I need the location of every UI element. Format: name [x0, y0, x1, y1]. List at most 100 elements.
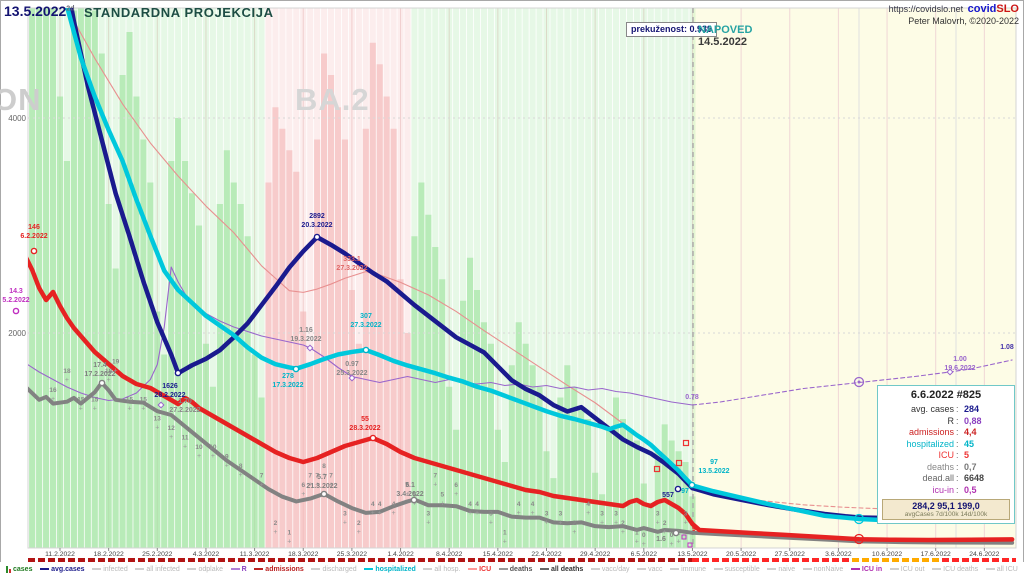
annotation-point-marker — [688, 481, 696, 489]
info-row-value: 0,7 — [964, 461, 977, 472]
legend-item-odplake[interactable]: odplake — [187, 566, 223, 573]
legend-item-label: susceptible — [724, 565, 760, 573]
legend-item-avg-cases[interactable]: avg.cases — [40, 566, 85, 573]
annotation-point-marker — [30, 247, 38, 255]
plus-marker: + — [600, 520, 604, 527]
legend-item-hospitalized[interactable]: hospitalized — [364, 566, 416, 573]
death-count-label: 9 — [225, 454, 229, 461]
death-count-label: 12 — [168, 425, 176, 432]
site-url-link[interactable]: https://covidslo.net — [888, 4, 964, 14]
legend-item-label: odplake — [198, 565, 223, 573]
forecast-ring-marker — [853, 513, 865, 525]
legend-item-label: ICU — [479, 565, 492, 573]
chart-canvas[interactable]: 16+18+15+15+18+19+15+15+13+ 12+ 11+ 10+10+ 9… — [0, 0, 1024, 562]
day-column — [578, 8, 585, 548]
plus-marker: + — [107, 377, 111, 384]
legend-line-icon — [187, 568, 197, 570]
day-column — [439, 8, 446, 548]
legend-item-all-deaths[interactable]: all deaths — [539, 566, 583, 573]
death-count-label: 3 — [559, 511, 563, 518]
legend-line-icon — [637, 568, 647, 570]
legend-item-icu-in[interactable]: ICU in — [850, 566, 882, 573]
y-axis-tick-label: 4000 — [8, 114, 26, 123]
legend-item-r[interactable]: R — [230, 566, 247, 573]
plus-marker: + — [308, 482, 312, 489]
legend-item-nonnaive[interactable]: nonNaive — [802, 566, 843, 573]
all-hosp-line — [66, 8, 694, 489]
day-column — [480, 8, 488, 548]
annotation-label: 17.4 — [93, 362, 107, 369]
plus-marker: + — [440, 501, 444, 508]
legend-line-icon — [364, 568, 374, 570]
cases-bar — [230, 182, 237, 548]
info-row-label: R — [947, 415, 955, 426]
legend-line-icon — [767, 568, 777, 570]
info-row-colon: : — [956, 404, 959, 414]
cases-bar — [439, 279, 446, 548]
legend-line-icon — [539, 568, 549, 570]
death-count-label: 4 — [475, 501, 479, 508]
x-axis-tick-label: 8.4.2022 — [436, 551, 463, 558]
chart-legend: cases avg.cases infected all infected odplak… — [0, 562, 1024, 576]
plus-marker: + — [260, 482, 264, 489]
legend-item-deaths[interactable]: deaths — [498, 566, 532, 573]
cases-bar — [626, 429, 633, 548]
legend-item-infected[interactable]: infected — [92, 566, 128, 573]
legend-item-naive[interactable]: naive — [767, 566, 795, 573]
plus-marker: + — [301, 491, 305, 498]
legend-item-icu-out[interactable]: ICU out — [889, 566, 925, 573]
day-column — [550, 8, 557, 548]
chart-date-note: 2d — [66, 5, 75, 13]
forecast-ring-dot — [857, 517, 861, 521]
death-count-label: 1 — [288, 530, 292, 537]
legend-item-label: admissions — [265, 565, 304, 573]
day-column — [668, 8, 675, 548]
legend-item-vacc-day[interactable]: vacc/day — [590, 566, 630, 573]
day-column — [605, 8, 613, 548]
annotation-point-marker — [292, 365, 300, 373]
cases-bar — [383, 96, 390, 548]
legend-item-immune[interactable]: immune — [670, 566, 706, 573]
day-column — [446, 8, 453, 548]
annotation-label: 1.00 — [953, 356, 967, 363]
legend-item-cases[interactable]: cases — [6, 565, 32, 573]
day-column — [626, 8, 633, 548]
legend-item-all-infected[interactable]: all infected — [135, 566, 180, 573]
admissions-forecast-line — [690, 521, 1015, 543]
legend-item-discharged[interactable]: discharged — [311, 566, 357, 573]
legend-item-admissions[interactable]: admissions — [254, 566, 304, 573]
plus-marker: + — [93, 406, 97, 413]
annotation-label: 5.7 — [317, 474, 327, 481]
legend-item-icu-deaths[interactable]: ICU deaths — [932, 566, 978, 573]
annotation-point-marker — [174, 369, 182, 377]
cases-bar — [647, 502, 654, 548]
cases-bar — [453, 429, 460, 548]
plus-marker: + — [343, 520, 347, 527]
legend-item-susceptible[interactable]: susceptible — [713, 565, 760, 573]
cases-bar — [244, 236, 251, 548]
day-column — [202, 8, 210, 548]
plot-border — [27, 7, 1017, 549]
annotation-label: 1.16 — [299, 327, 313, 334]
death-count-label: 3 — [656, 511, 660, 518]
legend-line-icon — [850, 568, 860, 570]
cases-bar — [182, 161, 189, 548]
death-count-label: 13 — [154, 416, 162, 423]
day-column — [564, 8, 571, 548]
legend-item-all-icu[interactable]: all ICU — [985, 566, 1018, 573]
cases-bar — [119, 75, 126, 548]
death-count-label: 5 — [413, 492, 417, 499]
info-row-label: dead.all — [922, 473, 954, 483]
legend-line-icon — [985, 568, 995, 570]
legend-item-vacc[interactable]: vacc — [637, 566, 663, 573]
cases-bar — [605, 429, 613, 548]
legend-item-all-hosp-[interactable]: all hosp. — [423, 566, 460, 573]
day-column — [661, 8, 668, 548]
plus-marker: + — [433, 482, 437, 489]
day-column — [515, 8, 522, 548]
death-count-label: 15 — [126, 397, 134, 404]
cases-bar — [140, 139, 147, 548]
death-count-label: 4 — [586, 501, 590, 508]
legend-item-icu[interactable]: ICU — [468, 566, 491, 573]
legend-line-icon — [40, 568, 50, 570]
